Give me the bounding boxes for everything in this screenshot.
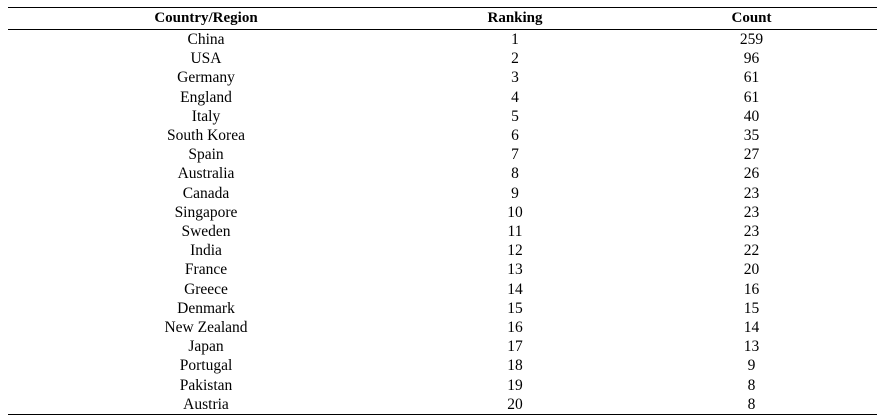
table-row: England 4 61 (8, 88, 877, 107)
cell-country: France (184, 261, 228, 279)
cell-country: Germany (177, 69, 235, 87)
cell-country: Spain (188, 146, 224, 164)
cell-count: 35 (743, 127, 760, 145)
table-row: Canada 9 23 (8, 184, 877, 203)
cell-ranking: 1 (511, 31, 519, 48)
cell-ranking: 15 (507, 299, 523, 317)
cell-count: 61 (743, 69, 760, 87)
cell-count: 22 (743, 242, 760, 260)
country-ranking-table: Country/Region Ranking Count China 1 259 US… (8, 7, 877, 415)
table-row: India 12 22 (8, 241, 877, 260)
table-row: Australia 8 26 (8, 164, 877, 183)
cell-ranking: 11 (507, 223, 523, 241)
table-row: Germany 3 61 (8, 68, 877, 87)
table-header: Country/Region Ranking Count (8, 7, 877, 30)
cell-country: New Zealand (164, 319, 248, 337)
header-country-region: Country/Region (154, 10, 258, 26)
cell-count: 23 (743, 223, 760, 241)
table-row: France 13 20 (8, 260, 877, 279)
country-ranking-table-container: Country/Region Ranking Count China 1 259 US… (8, 7, 877, 415)
cell-ranking: 7 (511, 146, 519, 164)
cell-ranking: 9 (511, 184, 519, 202)
header-row: Country/Region Ranking Count (8, 7, 877, 30)
cell-country: England (180, 88, 232, 106)
cell-count: 13 (743, 338, 760, 356)
cell-country: Portugal (179, 357, 233, 375)
cell-country: Denmark (177, 299, 235, 317)
cell-ranking: 16 (507, 319, 523, 337)
table-row: Denmark 15 15 (8, 299, 877, 318)
cell-ranking: 6 (511, 127, 519, 145)
cell-ranking: 19 (507, 376, 523, 394)
cell-ranking: 4 (511, 88, 519, 106)
table-row: South Korea 6 35 (8, 126, 877, 145)
cell-count: 8 (747, 395, 756, 413)
cell-country: Canada (182, 184, 230, 202)
cell-country: Austria (183, 395, 229, 413)
cell-ranking: 8 (511, 165, 519, 183)
cell-ranking: 10 (507, 203, 523, 221)
table-row: Pakistan 19 8 (8, 376, 877, 395)
cell-count: 27 (743, 146, 760, 164)
table-row: Singapore 10 23 (8, 203, 877, 222)
cell-ranking: 20 (507, 395, 523, 413)
cell-ranking: 12 (507, 242, 523, 260)
cell-country: China (187, 31, 225, 48)
table-row: China 1 259 (8, 30, 877, 50)
cell-count: 16 (743, 280, 760, 298)
table-row: USA 2 96 (8, 49, 877, 68)
table-row: Portugal 18 9 (8, 356, 877, 375)
cell-count: 26 (743, 165, 760, 183)
cell-ranking: 2 (511, 50, 519, 68)
cell-country: South Korea (167, 127, 245, 145)
cell-country: Australia (177, 165, 235, 183)
cell-ranking: 17 (507, 338, 523, 356)
cell-count: 9 (747, 357, 756, 375)
table-row: Japan 17 13 (8, 337, 877, 356)
header-ranking: Ranking (487, 10, 543, 26)
cell-ranking: 13 (507, 261, 523, 279)
cell-country: Italy (191, 107, 221, 125)
cell-ranking: 5 (511, 107, 519, 125)
table-row: Sweden 11 23 (8, 222, 877, 241)
cell-ranking: 3 (511, 69, 519, 87)
cell-count: 15 (743, 299, 760, 317)
cell-count: 259 (739, 31, 764, 48)
cell-ranking: 18 (507, 357, 523, 375)
cell-count: 23 (743, 184, 760, 202)
table-row: Greece 14 16 (8, 280, 877, 299)
cell-country: Pakistan (179, 376, 233, 394)
cell-country: Singapore (174, 203, 238, 221)
cell-country: Greece (184, 280, 228, 298)
cell-count: 20 (743, 261, 760, 279)
cell-country: India (190, 242, 222, 260)
table-row: Spain 7 27 (8, 145, 877, 164)
cell-country: USA (190, 50, 222, 68)
header-count: Count (731, 10, 772, 26)
cell-count: 14 (743, 319, 760, 337)
cell-count: 96 (743, 50, 760, 68)
table-row: Italy 5 40 (8, 107, 877, 126)
table-row: New Zealand 16 14 (8, 318, 877, 337)
table-row: Austria 20 8 (8, 395, 877, 415)
table-body: China 1 259 USA 2 96 Germany 3 61 England 4 61 Italy… (8, 30, 877, 415)
cell-count: 61 (743, 88, 760, 106)
cell-count: 23 (743, 203, 760, 221)
cell-country: Sweden (181, 223, 231, 241)
cell-country: Japan (188, 338, 224, 356)
cell-count: 8 (747, 376, 756, 394)
cell-count: 40 (743, 107, 760, 125)
cell-ranking: 14 (507, 280, 523, 298)
